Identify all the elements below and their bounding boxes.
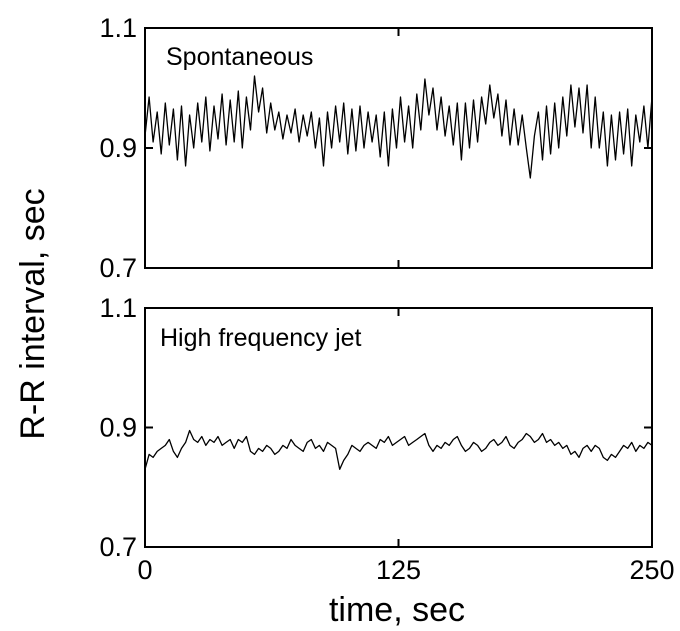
panel-1-xtick-label-0: 0 bbox=[137, 555, 152, 585]
spontaneous-panel: Spontaneous 0.7 0.9 1.1 bbox=[99, 13, 653, 283]
high-frequency-jet-panel: High frequency jet 0.7 0.9 1.1 0 125 250 bbox=[99, 293, 674, 585]
panel-1-xtick-label-1: 125 bbox=[376, 555, 421, 585]
panel-0-ytick-label-0: 0.7 bbox=[99, 253, 137, 283]
spontaneous-panel-title: Spontaneous bbox=[166, 43, 313, 71]
high-frequency-jet-panel-title: High frequency jet bbox=[160, 324, 362, 352]
panel-1-ytick-label-0: 0.7 bbox=[99, 532, 137, 562]
panel-0-series-0-line bbox=[144, 75, 653, 179]
panel-1-ytick-label-1: 0.9 bbox=[99, 413, 137, 443]
panel-1-series-0-line bbox=[144, 429, 653, 470]
panel-0-ytick-label-2: 1.1 bbox=[99, 13, 137, 43]
x-axis-title: time, sec bbox=[329, 591, 465, 629]
panel-1-xtick-label-2: 250 bbox=[629, 555, 674, 585]
panel-0-ytick-label-1: 0.9 bbox=[99, 133, 137, 163]
y-axis-title: R-R interval, sec bbox=[14, 188, 52, 439]
panel-1-ytick-label-2: 1.1 bbox=[99, 293, 137, 323]
